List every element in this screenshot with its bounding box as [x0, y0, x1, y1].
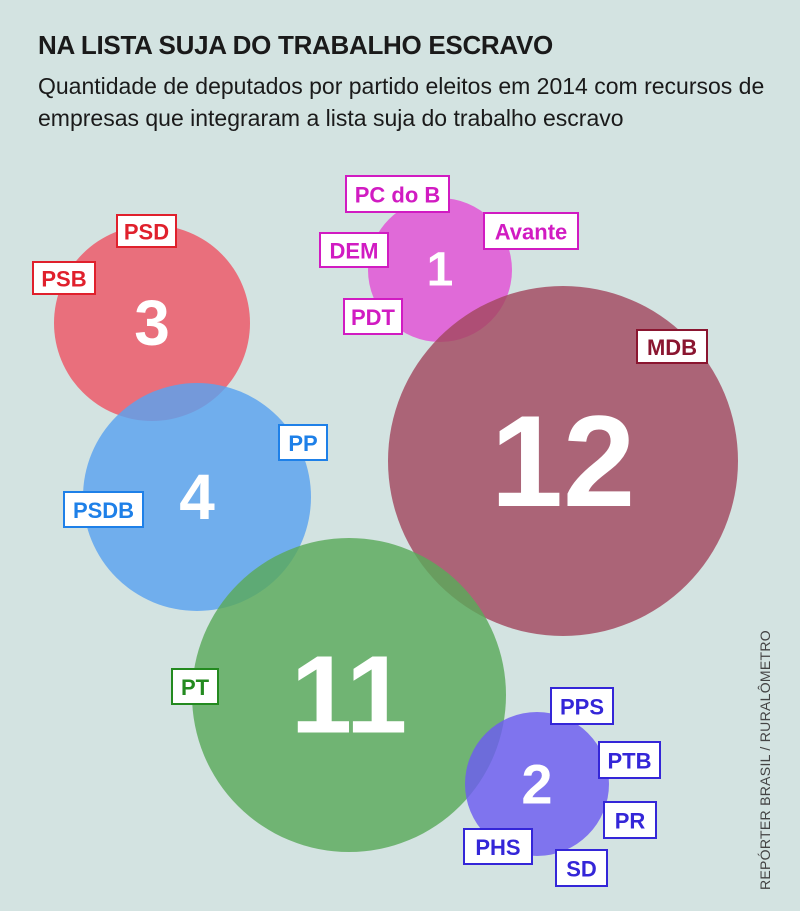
party-label-text: PSD: [124, 220, 169, 245]
party-label-box: [636, 329, 708, 364]
chart-title: NA LISTA SUJA DO TRABALHO ESCRAVO: [38, 30, 553, 60]
party-label: PPS: [550, 687, 614, 725]
party-label-box: [463, 828, 533, 865]
party-label-box: [32, 261, 96, 295]
party-label-text: Avante: [495, 220, 568, 245]
party-label: PR: [603, 801, 657, 839]
party-label-text: PSDB: [73, 498, 134, 523]
party-label-box: [171, 668, 219, 705]
bubble-value: 1: [427, 244, 454, 297]
bubble-3: [54, 225, 250, 421]
party-label-box: [550, 687, 614, 725]
party-label-box: [116, 214, 177, 248]
party-label: PSDB: [63, 491, 144, 528]
party-label-text: PPS: [560, 695, 604, 720]
party-label: PP: [278, 424, 328, 461]
party-label-box: [345, 175, 450, 213]
party-label: PSB: [32, 261, 96, 295]
party-label-text: DEM: [330, 239, 379, 264]
chart-subtitle: Quantidade de deputados por partido elei…: [38, 73, 765, 131]
party-label-text: PT: [181, 675, 210, 700]
labels-layer: PSD PSB PC do B Avante DEM PDT MDB PP PSDB PT PPS P…: [32, 175, 708, 887]
party-label: SD: [555, 849, 608, 887]
party-label-box: [603, 801, 657, 839]
bubbles-layer: [54, 198, 738, 856]
party-label: PSD: [116, 214, 177, 248]
party-label-box: [555, 849, 608, 887]
party-label: PDT: [343, 298, 403, 335]
bubble-12: [388, 286, 738, 636]
party-label-box: [343, 298, 403, 335]
bubble-value: 4: [179, 461, 215, 533]
party-label: Avante: [483, 212, 579, 250]
party-label: PC do B: [345, 175, 450, 213]
source-credit: REPÓRTER BRASIL / RURALÔMETRO: [757, 630, 773, 890]
bubble-value: 2: [521, 753, 552, 816]
party-label: PTB: [598, 741, 661, 779]
party-label-box: [63, 491, 144, 528]
bubble-value: 11: [291, 634, 407, 757]
party-label-text: PHS: [475, 835, 520, 860]
party-label-text: PP: [288, 431, 317, 456]
party-label-text: PC do B: [355, 183, 441, 208]
bubble-value: 3: [134, 287, 170, 359]
party-label-text: SD: [566, 857, 597, 882]
party-label-text: PSB: [41, 267, 86, 292]
party-label: MDB: [636, 329, 708, 364]
bubble-4: [83, 383, 311, 611]
party-label-box: [598, 741, 661, 779]
party-label: DEM: [319, 232, 389, 268]
party-label-box: [278, 424, 328, 461]
bubble-2: [465, 712, 609, 856]
party-label: PT: [171, 668, 219, 705]
party-label-text: PDT: [351, 305, 396, 330]
bubble-value: 12: [491, 388, 636, 534]
party-label-text: PTB: [608, 749, 652, 774]
bubble-11: [192, 538, 506, 852]
bubble-1: [368, 198, 512, 342]
party-label-text: MDB: [647, 335, 697, 360]
party-label: PHS: [463, 828, 533, 865]
party-label-text: PR: [615, 809, 646, 834]
party-label-box: [483, 212, 579, 250]
party-label-box: [319, 232, 389, 268]
